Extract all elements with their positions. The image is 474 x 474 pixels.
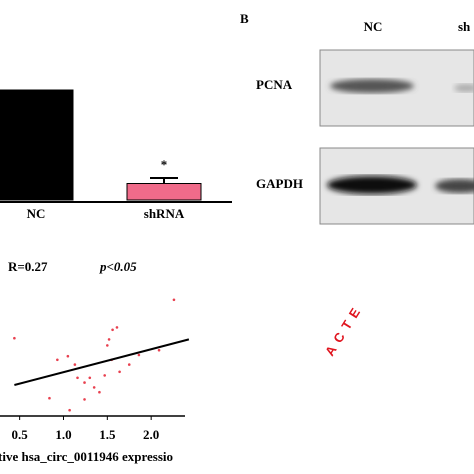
watermark-group: ACTE [322, 300, 366, 358]
stat-p: p<0.05 [99, 259, 137, 274]
point [56, 358, 59, 362]
stat-r: R=0.27 [8, 259, 48, 274]
band [330, 79, 414, 93]
point [73, 363, 77, 366]
point [92, 386, 96, 389]
error-bar [150, 177, 178, 184]
x-tick-label: 1.5 [99, 427, 116, 442]
point [68, 408, 71, 412]
point [118, 370, 121, 374]
bar [126, 183, 202, 201]
x-tick-label: 0.5 [12, 427, 29, 442]
row-label: GAPDH [256, 176, 303, 191]
lane-label: sh [458, 19, 471, 34]
panel-letter: B [240, 11, 249, 26]
point [172, 298, 176, 302]
point [103, 374, 106, 377]
charts: NC shRNA * 0.5 1.0 1.5 2.0 tive hsa_circ_001194… [0, 89, 232, 464]
point [137, 353, 141, 357]
fit-line [14, 338, 190, 386]
point [115, 326, 119, 329]
band [327, 176, 417, 194]
x-tick-label: NC [27, 206, 46, 221]
band [435, 179, 474, 193]
row-label: PCNA [256, 77, 293, 92]
bar [0, 89, 74, 201]
point [83, 381, 86, 384]
point [13, 336, 16, 340]
watermark: ACTE [322, 300, 366, 358]
point [83, 398, 86, 401]
point [107, 338, 111, 341]
band [454, 84, 474, 92]
significance: * [161, 157, 168, 172]
point [48, 396, 51, 400]
point [106, 344, 109, 347]
point [98, 390, 101, 394]
point [76, 376, 79, 380]
point [88, 376, 92, 380]
lane-label: NC [364, 19, 383, 34]
x-tick-label: shRNA [144, 206, 185, 221]
x-tick-label: 1.0 [55, 427, 71, 442]
x-tick-label: 2.0 [143, 427, 159, 442]
point [127, 363, 131, 366]
x-axis-label: tive hsa_circ_0011946 expressio [0, 449, 173, 464]
point [157, 348, 161, 352]
point [66, 354, 70, 358]
point [111, 328, 114, 332]
